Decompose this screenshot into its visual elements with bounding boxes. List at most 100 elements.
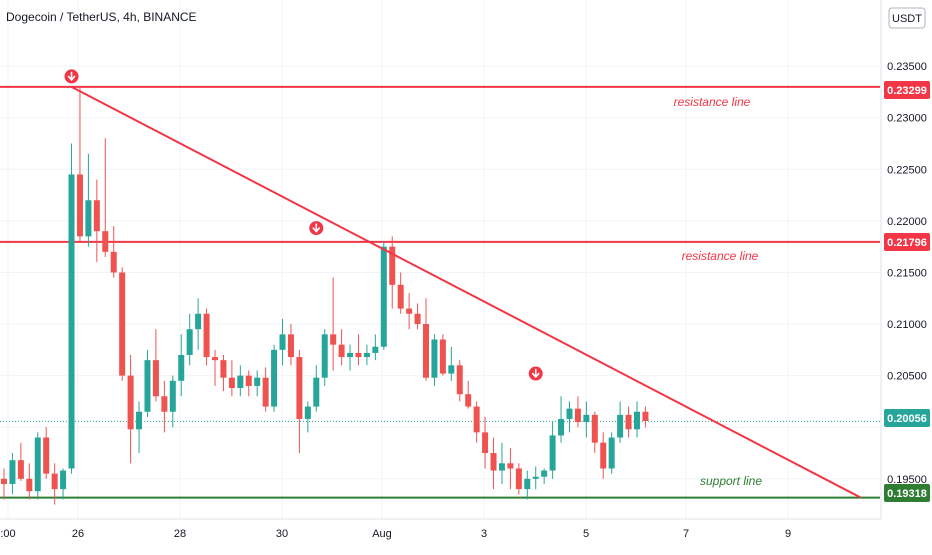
currency-button[interactable]: USDT xyxy=(888,7,926,29)
candle[interactable] xyxy=(43,427,50,479)
candle-body xyxy=(507,463,514,469)
time-axis[interactable]: :00 26 28 30 Aug 3 5 7 9 xyxy=(0,528,791,540)
candle[interactable] xyxy=(347,344,354,371)
candle[interactable] xyxy=(313,365,320,412)
candles[interactable] xyxy=(1,86,649,505)
candle-body xyxy=(524,478,531,490)
x-tick-label: :00 xyxy=(0,528,15,540)
candle[interactable] xyxy=(617,401,624,443)
candle[interactable] xyxy=(482,416,489,469)
candle[interactable] xyxy=(220,354,227,392)
candle[interactable] xyxy=(304,401,311,433)
candle-body xyxy=(574,408,581,423)
candle[interactable] xyxy=(541,468,548,484)
candle[interactable] xyxy=(85,153,92,247)
candle[interactable] xyxy=(608,432,615,474)
candle[interactable] xyxy=(566,401,573,433)
candle[interactable] xyxy=(473,401,480,443)
candle[interactable] xyxy=(363,344,370,366)
candle[interactable] xyxy=(355,334,362,366)
candle[interactable] xyxy=(431,334,438,386)
candle[interactable] xyxy=(515,463,522,495)
candle[interactable] xyxy=(465,380,472,409)
candle[interactable] xyxy=(634,401,640,438)
candle-body xyxy=(456,365,463,395)
candle[interactable] xyxy=(51,463,58,505)
candle[interactable] xyxy=(574,396,581,428)
price-axis[interactable]: 0.23500 0.23000 0.22500 0.22000 0.21500 0.210… xyxy=(887,61,927,486)
candle[interactable] xyxy=(93,179,100,263)
arrow-glyph xyxy=(67,71,76,82)
candle[interactable] xyxy=(591,411,598,454)
candle[interactable] xyxy=(549,422,556,479)
candle-body xyxy=(17,460,24,479)
candle[interactable] xyxy=(102,138,109,257)
candle[interactable] xyxy=(625,406,632,438)
candle[interactable] xyxy=(642,406,649,428)
candle[interactable] xyxy=(558,396,565,443)
candle[interactable] xyxy=(76,86,83,242)
candle[interactable] xyxy=(136,401,143,454)
candle[interactable] xyxy=(203,308,210,366)
candle[interactable] xyxy=(498,442,505,484)
candle[interactable] xyxy=(186,313,193,366)
candle[interactable] xyxy=(338,329,345,366)
candle[interactable] xyxy=(152,329,159,402)
candle[interactable] xyxy=(1,468,7,500)
descending-trend-line[interactable] xyxy=(71,85,862,499)
candle-body xyxy=(186,329,193,355)
candle[interactable] xyxy=(127,354,134,464)
candle[interactable] xyxy=(448,346,455,381)
candle[interactable] xyxy=(397,272,404,314)
candle[interactable] xyxy=(423,298,429,381)
candle[interactable] xyxy=(34,432,41,500)
candle[interactable] xyxy=(195,298,202,350)
candle[interactable] xyxy=(110,226,117,278)
candle[interactable] xyxy=(237,365,244,397)
candle[interactable] xyxy=(524,470,531,500)
candle[interactable] xyxy=(26,463,33,500)
candle-body xyxy=(119,272,126,376)
candle[interactable] xyxy=(60,468,67,500)
candle[interactable] xyxy=(414,303,421,330)
candle[interactable] xyxy=(212,349,218,386)
candle[interactable] xyxy=(406,293,413,330)
candle[interactable] xyxy=(169,375,176,428)
svg-text:0.23299: 0.23299 xyxy=(887,85,927,97)
candle[interactable] xyxy=(279,318,286,366)
candle[interactable] xyxy=(583,401,590,438)
candle[interactable] xyxy=(17,442,24,481)
candle[interactable] xyxy=(380,241,387,350)
candle[interactable] xyxy=(532,466,539,490)
candle[interactable] xyxy=(389,236,396,309)
candle[interactable] xyxy=(321,329,328,386)
candle[interactable] xyxy=(245,370,252,397)
candle[interactable] xyxy=(372,334,379,361)
candle[interactable] xyxy=(254,370,261,397)
candle[interactable] xyxy=(68,143,75,474)
candle[interactable] xyxy=(439,334,446,376)
candle[interactable] xyxy=(271,344,278,412)
candle[interactable] xyxy=(600,432,607,479)
svg-text:0.19318: 0.19318 xyxy=(887,488,927,500)
annotation-resistance-2: resistance line xyxy=(682,249,759,263)
candle[interactable] xyxy=(330,277,337,371)
candle[interactable] xyxy=(9,453,16,495)
candle[interactable] xyxy=(119,267,126,381)
chart-title: Dogecoin / TetherUS, 4h, BINANCE xyxy=(6,10,197,24)
candle[interactable] xyxy=(296,349,303,454)
candle[interactable] xyxy=(161,380,168,433)
candle[interactable] xyxy=(287,324,294,366)
candle-body xyxy=(439,339,446,374)
x-tick-label: Aug xyxy=(372,528,392,540)
candle[interactable] xyxy=(456,360,463,402)
candle[interactable] xyxy=(262,367,269,412)
candle-body xyxy=(423,324,429,378)
candle[interactable] xyxy=(178,334,185,397)
candle[interactable] xyxy=(144,349,151,417)
candle[interactable] xyxy=(228,360,235,397)
candle[interactable] xyxy=(490,437,497,490)
candle[interactable] xyxy=(507,447,514,490)
